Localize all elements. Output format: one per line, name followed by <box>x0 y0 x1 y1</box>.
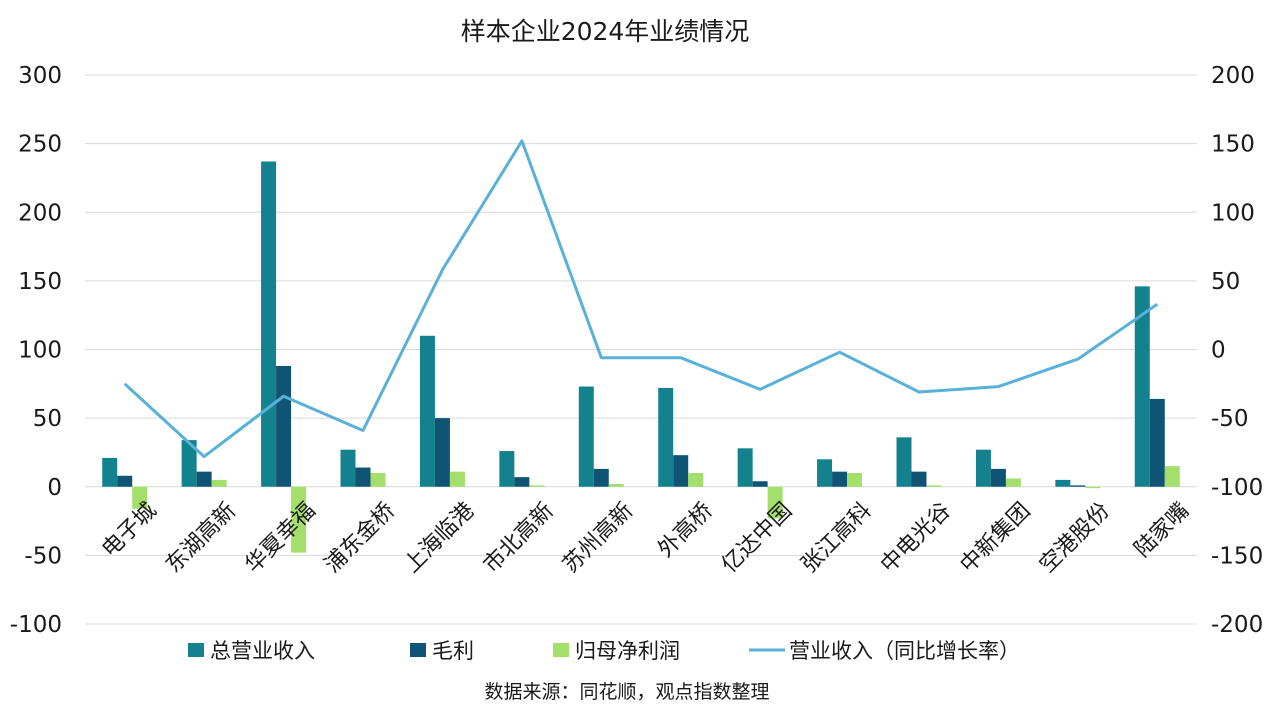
bar-net-profit <box>609 484 624 487</box>
left-axis-tick-label: 200 <box>18 200 62 226</box>
legend-swatch <box>188 643 204 657</box>
bar-net-profit <box>212 480 227 487</box>
bar-gross-profit <box>356 468 371 487</box>
category-label: 华夏幸福 <box>241 498 321 578</box>
bar-revenue <box>976 450 991 487</box>
bar-revenue <box>420 336 435 487</box>
left-axis-tick-label: 300 <box>18 63 62 89</box>
right-axis-tick-label: -50 <box>1211 406 1249 432</box>
category-labels: 电子城东湖高新华夏幸福浦东金桥上海临港市北高新苏州高新外高桥亿达中国张江高科中电… <box>97 498 1194 578</box>
right-axis-tick-label: -200 <box>1211 612 1263 638</box>
right-axis-tick-label: 0 <box>1211 338 1226 364</box>
bar-gross-profit <box>991 469 1006 487</box>
bar-revenue <box>341 450 356 487</box>
bar-gross-profit <box>1150 399 1165 487</box>
bar-gross-profit <box>912 472 927 487</box>
bar-revenue <box>658 388 673 487</box>
right-y-axis: 200 150 100 50 0 -50 -100 -150 -200 <box>1211 63 1263 638</box>
category-label: 市北高新 <box>479 498 559 578</box>
category-label: 亿达中国 <box>717 498 797 578</box>
left-axis-tick-label: 150 <box>18 269 62 295</box>
legend-label: 毛利 <box>432 639 474 663</box>
bar-revenue <box>897 437 912 486</box>
category-label: 中电光谷 <box>876 498 956 578</box>
legend-swatch <box>410 643 426 657</box>
legend-swatch <box>553 643 569 657</box>
category-label: 外高桥 <box>653 498 717 562</box>
category-label: 中新集团 <box>956 498 1036 578</box>
bar-net-profit <box>371 473 386 487</box>
source-note: 数据来源：同花顺，观点指数整理 <box>484 681 769 703</box>
legend-label: 营业收入（同比增长率） <box>789 639 1020 663</box>
bar-gross-profit <box>594 469 609 487</box>
left-axis-tick-label: 50 <box>33 406 62 432</box>
left-axis-tick-label: -100 <box>10 612 62 638</box>
legend-label: 总营业收入 <box>210 639 315 663</box>
bar-revenue <box>738 448 753 486</box>
bar-net-profit <box>450 472 465 487</box>
right-axis-tick-label: 100 <box>1211 200 1255 226</box>
bar-net-profit <box>927 485 942 486</box>
bar-net-profit <box>688 473 703 487</box>
bar-gross-profit <box>514 477 529 487</box>
category-label: 上海临港 <box>400 498 480 578</box>
bar-gross-profit <box>1070 485 1085 486</box>
bar-net-profit <box>847 473 862 487</box>
bar-net-profit <box>529 485 544 486</box>
left-axis-tick-label: -50 <box>24 543 62 569</box>
bar-gross-profit <box>753 481 768 486</box>
left-axis-tick-label: 100 <box>18 338 62 364</box>
bar-gross-profit <box>832 472 847 487</box>
bar-net-profit <box>1165 466 1180 487</box>
left-y-axis: 300 250 200 150 100 50 0 -50 -100 <box>10 63 62 638</box>
category-label: 陆家嘴 <box>1130 498 1194 562</box>
category-label: 空港股份 <box>1035 498 1115 578</box>
bar-revenue <box>261 161 276 486</box>
legend-label: 归母净利润 <box>575 639 680 663</box>
bar-revenue <box>579 387 594 487</box>
left-axis-tick-label: 0 <box>47 475 62 501</box>
category-label: 苏州高新 <box>558 498 638 578</box>
bar-gross-profit <box>673 455 688 487</box>
left-axis-tick-label: 250 <box>18 132 62 158</box>
bar-gross-profit <box>276 366 291 487</box>
bar-net-profit <box>1006 479 1021 487</box>
category-label: 电子城 <box>97 498 161 562</box>
bar-revenue <box>817 459 832 486</box>
category-label: 浦东金桥 <box>320 498 400 578</box>
bar-revenue <box>102 458 117 487</box>
bar-revenue <box>499 451 514 487</box>
right-axis-tick-label: -100 <box>1211 475 1263 501</box>
category-label: 张江高科 <box>797 498 877 578</box>
right-axis-tick-label: 150 <box>1211 132 1255 158</box>
right-axis-tick-label: 50 <box>1211 269 1240 295</box>
right-axis-tick-label: 200 <box>1211 63 1255 89</box>
bar-gross-profit <box>435 418 450 487</box>
bar-gross-profit <box>117 476 132 487</box>
right-axis-tick-label: -150 <box>1211 543 1263 569</box>
bar-gross-profit <box>197 472 212 487</box>
legend: 总营业收入 毛利 归母净利润 营业收入（同比增长率） <box>188 639 1020 663</box>
bar-net-profit <box>1085 487 1100 488</box>
chart-title: 样本企业2024年业绩情况 <box>461 17 750 46</box>
category-label: 东湖高新 <box>161 498 241 578</box>
gridlines <box>85 75 1197 624</box>
bar-revenue <box>1055 480 1070 487</box>
